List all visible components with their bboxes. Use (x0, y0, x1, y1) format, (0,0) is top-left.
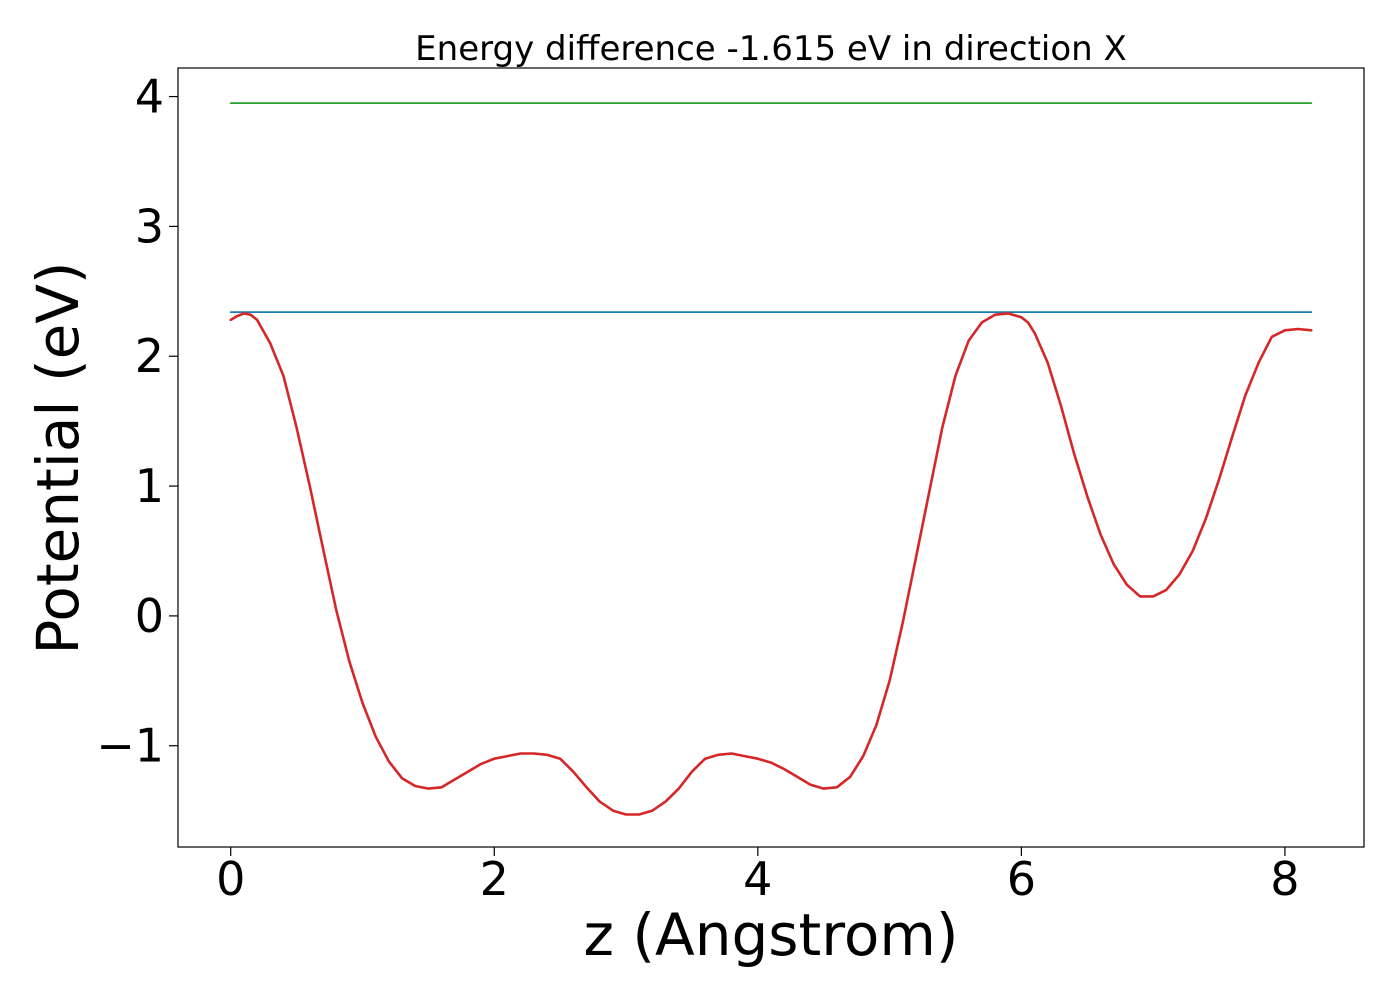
series-line-2 (229, 312, 1313, 816)
x-axis-ticks: 0 2 4 6 8 (216, 847, 1300, 906)
y-axis-label: Potential (eV) (24, 261, 92, 654)
x-tick-label: 6 (1007, 852, 1036, 906)
chart-title: Energy difference -1.615 eV in direction… (415, 29, 1127, 69)
x-tick-label: 2 (480, 852, 509, 906)
plot-area (177, 67, 1365, 848)
y-tick-label: 4 (135, 70, 164, 124)
y-tick-label: 2 (135, 329, 164, 383)
x-tick-label: 4 (743, 852, 772, 906)
y-tick-label: 3 (135, 199, 164, 253)
y-tick-label: 1 (135, 459, 164, 513)
y-tick-label: 0 (135, 589, 164, 643)
x-tick-label: 8 (1270, 852, 1299, 906)
series-layer (229, 102, 1313, 816)
x-tick-label: 0 (216, 852, 245, 906)
x-axis-label: z (Angstrom) (584, 901, 959, 969)
y-axis-ticks: −1 0 1 2 3 4 (96, 70, 178, 773)
y-tick-label: −1 (96, 719, 164, 773)
